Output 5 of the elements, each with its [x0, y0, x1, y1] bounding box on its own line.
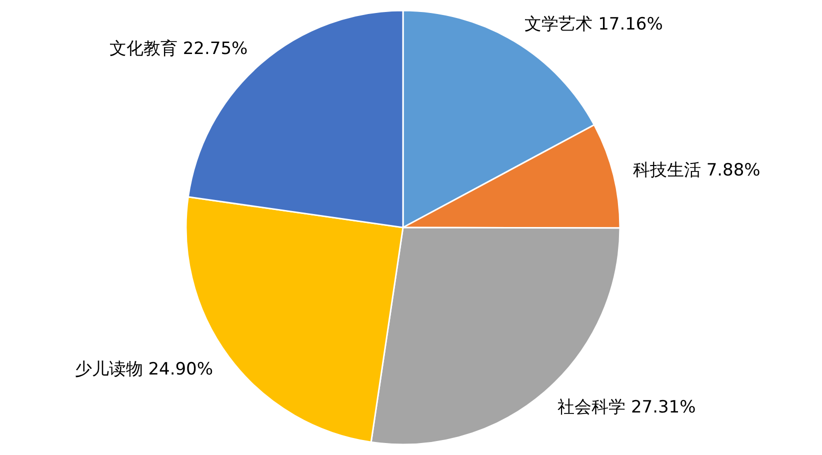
slice-label: 科技生活 7.88% — [632, 160, 760, 181]
slice-label: 少儿读物 24.90% — [74, 360, 214, 380]
slice-label: 社会科学 27.31% — [558, 398, 696, 418]
slice-label: 文化教育 22.75% — [109, 39, 248, 59]
slice-label: 文学艺术 17.16% — [524, 14, 663, 35]
